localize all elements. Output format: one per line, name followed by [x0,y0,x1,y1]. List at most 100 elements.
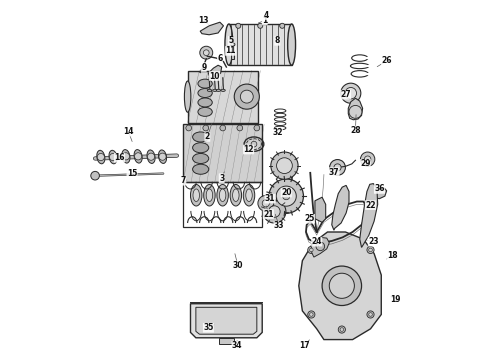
Circle shape [367,246,374,253]
Circle shape [276,186,296,206]
Circle shape [271,152,298,179]
Text: 35: 35 [203,323,214,332]
Text: 2: 2 [205,132,210,141]
Bar [183,125,262,182]
Circle shape [236,23,241,28]
Circle shape [203,125,209,131]
Circle shape [234,84,259,109]
Polygon shape [208,65,221,78]
Text: 21: 21 [263,210,273,219]
Circle shape [254,125,260,131]
Circle shape [269,179,303,213]
Ellipse shape [193,164,209,174]
Text: 29: 29 [360,159,370,168]
Ellipse shape [206,189,213,202]
Circle shape [147,153,155,160]
Text: 24: 24 [312,237,322,246]
Ellipse shape [198,107,212,116]
Text: 12: 12 [244,145,254,154]
Text: 18: 18 [387,251,397,260]
Polygon shape [191,304,262,338]
Polygon shape [348,98,363,120]
Circle shape [338,326,345,333]
Ellipse shape [198,98,212,107]
Ellipse shape [231,43,235,46]
Text: 31: 31 [265,194,275,203]
Ellipse shape [134,150,142,163]
Circle shape [203,50,209,55]
Circle shape [310,313,313,316]
Ellipse shape [230,184,242,206]
Circle shape [200,46,213,59]
Circle shape [258,23,263,28]
Text: 6: 6 [217,54,222,63]
Circle shape [97,153,104,161]
Circle shape [330,159,345,175]
Text: 37: 37 [329,168,339,177]
Circle shape [361,152,375,166]
Text: 19: 19 [391,294,401,303]
Text: 17: 17 [299,341,310,350]
Circle shape [262,200,270,207]
Text: 8: 8 [274,36,280,45]
Ellipse shape [233,189,239,202]
Ellipse shape [97,150,105,164]
Ellipse shape [158,150,167,163]
Circle shape [159,153,166,160]
Polygon shape [200,22,223,35]
Text: 16: 16 [114,153,125,162]
Text: 5: 5 [228,36,233,45]
Ellipse shape [204,184,215,206]
Circle shape [316,242,324,251]
Circle shape [237,125,243,131]
Ellipse shape [191,184,202,206]
Ellipse shape [225,24,233,65]
Ellipse shape [147,150,155,163]
Circle shape [263,200,286,223]
Ellipse shape [193,153,209,163]
Text: 25: 25 [304,214,315,223]
Ellipse shape [198,89,212,98]
Ellipse shape [193,189,199,202]
Text: 34: 34 [232,341,243,350]
Circle shape [251,141,257,147]
Text: 30: 30 [233,261,243,270]
Circle shape [310,248,313,252]
Text: 26: 26 [381,57,392,66]
Ellipse shape [213,89,217,91]
Text: 22: 22 [365,201,376,210]
Circle shape [341,83,361,103]
Ellipse shape [207,89,212,91]
Text: 15: 15 [127,169,137,178]
Circle shape [322,266,362,306]
Circle shape [240,90,253,103]
Text: 9: 9 [201,63,206,72]
Circle shape [220,125,225,131]
Polygon shape [360,184,378,247]
Circle shape [91,171,99,180]
Bar [183,182,262,226]
Circle shape [308,311,315,318]
Circle shape [334,164,341,171]
Circle shape [122,153,129,160]
Ellipse shape [217,184,228,206]
Circle shape [368,313,372,316]
Circle shape [340,328,343,331]
Circle shape [365,156,371,162]
Ellipse shape [193,143,209,153]
Polygon shape [332,185,349,230]
Ellipse shape [109,150,117,164]
Circle shape [109,153,117,161]
Text: 3: 3 [219,174,224,183]
Circle shape [367,311,374,318]
Ellipse shape [184,81,191,112]
Ellipse shape [220,189,226,202]
Polygon shape [311,237,329,257]
Circle shape [186,125,192,131]
Circle shape [349,105,362,118]
Ellipse shape [122,150,130,163]
Text: 27: 27 [340,90,351,99]
Text: 23: 23 [368,237,379,246]
Circle shape [280,23,285,28]
Polygon shape [196,307,257,334]
